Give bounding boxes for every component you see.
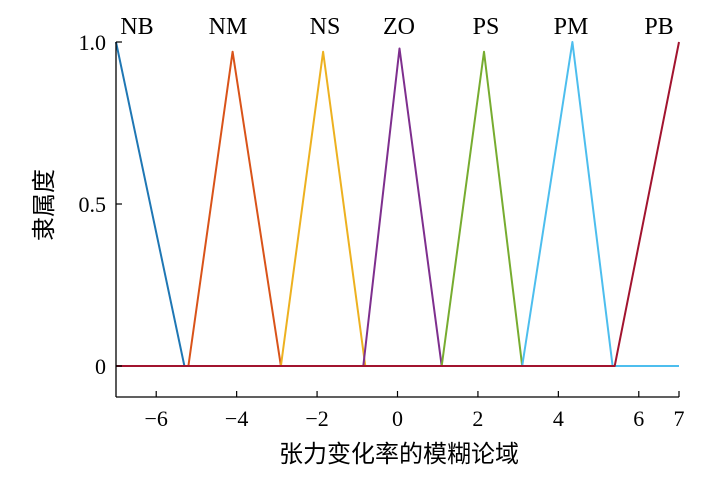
y-tick-label: 0 — [95, 354, 106, 379]
series-line-pm — [116, 41, 679, 367]
set-label-zo: ZO — [383, 14, 415, 40]
x-tick-label: −4 — [225, 406, 248, 431]
series-line-nm — [116, 50, 679, 367]
set-labels: NB NM NS ZO PS PM PB — [120, 14, 673, 40]
set-label-ps: PS — [473, 14, 500, 40]
series-line-nb — [115, 41, 679, 367]
x-tick-label: 6 — [633, 406, 644, 431]
y-axis-title: 隶属度 — [30, 169, 58, 241]
x-tick-label: 2 — [472, 406, 483, 431]
y-tick-label: 0.5 — [79, 192, 107, 217]
series-line-pb — [116, 41, 680, 367]
set-label-nm: NM — [209, 14, 248, 40]
x-axis-title: 张力变化率的模糊论域 — [279, 440, 519, 468]
set-label-nb: NB — [120, 14, 153, 40]
series-layer — [115, 41, 680, 367]
x-tick-label: −2 — [305, 406, 328, 431]
x-tick-label: −6 — [145, 406, 168, 431]
series-line-zo — [116, 47, 679, 367]
y-tick-label: 1.0 — [79, 30, 107, 55]
axes: −6 −4 −2 0 2 4 6 7 0 0.5 1.0 — [79, 30, 685, 431]
x-tick-label: 4 — [553, 406, 564, 431]
set-label-ns: NS — [310, 14, 341, 40]
set-label-pm: PM — [554, 14, 589, 40]
series-line-ns — [116, 50, 679, 367]
series-line-ps — [116, 50, 679, 367]
set-label-pb: PB — [644, 14, 673, 40]
x-tick-label: 7 — [674, 406, 685, 431]
x-tick-label: 0 — [392, 406, 403, 431]
